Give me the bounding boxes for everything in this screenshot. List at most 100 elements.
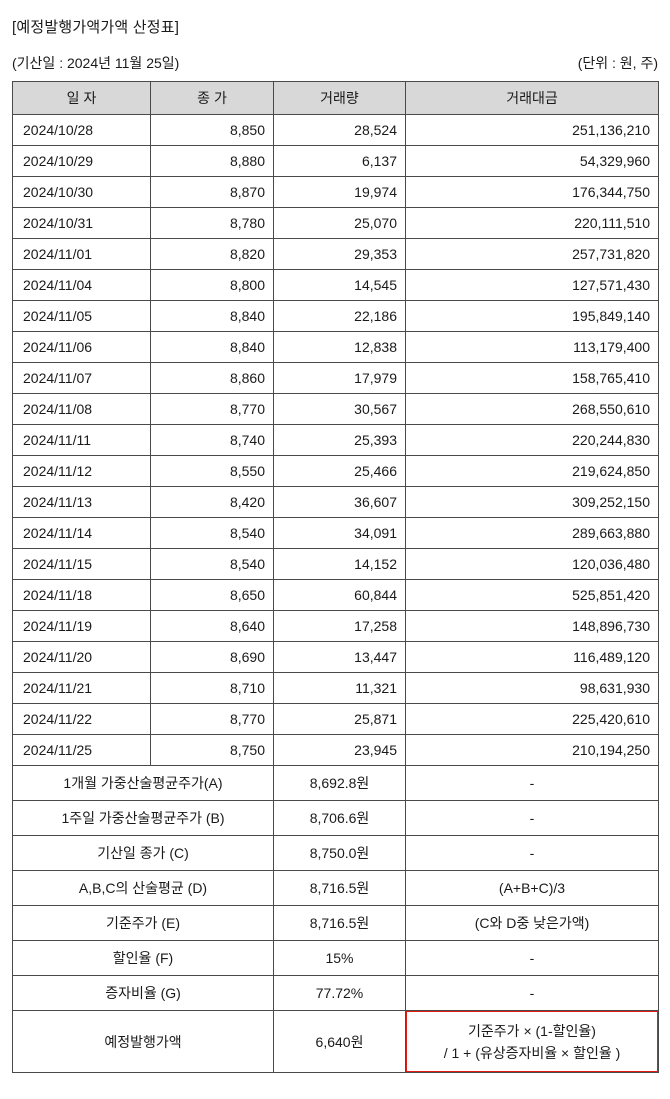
table-row: 2024/11/21 8,710 11,321 98,631,930 <box>12 672 659 704</box>
cell-trade-value: 98,631,930 <box>405 672 659 704</box>
summary-row: 1주일 가중산술평균주가 (B) 8,706.6원 - <box>12 800 659 836</box>
table-header-row: 일 자 종 가 거래량 거래대금 <box>12 81 659 115</box>
table-row: 2024/10/30 8,870 19,974 176,344,750 <box>12 176 659 208</box>
table-body: 2024/10/28 8,850 28,524 251,136,210 2024/10/… <box>12 114 659 1073</box>
cell-date: 2024/11/21 <box>12 672 151 704</box>
unit-label: (단위 : 원, 주) <box>577 55 658 71</box>
cell-date: 2024/11/19 <box>12 610 151 642</box>
cell-date: 2024/10/31 <box>12 207 151 239</box>
table-row: 2024/11/06 8,840 12,838 113,179,400 <box>12 331 659 363</box>
summary-note: - <box>405 975 659 1011</box>
summary-label: 예정발행가액 <box>12 1010 274 1073</box>
subtitle-row: (기산일 : 2024년 11월 25일) (단위 : 원, 주) <box>12 53 658 73</box>
summary-row: 예정발행가액 6,640원 기준주가 × (1-할인율) / 1 + (유상증자비율… <box>12 1010 659 1073</box>
cell-close-price: 8,540 <box>150 517 274 549</box>
summary-value: 8,750.0원 <box>273 835 406 871</box>
cell-date: 2024/11/04 <box>12 269 151 301</box>
table-row: 2024/11/08 8,770 30,567 268,550,610 <box>12 393 659 425</box>
cell-date: 2024/11/01 <box>12 238 151 270</box>
cell-trade-value: 251,136,210 <box>405 114 659 146</box>
cell-date: 2024/11/05 <box>12 300 151 332</box>
cell-volume: 25,070 <box>273 207 406 239</box>
cell-date: 2024/10/29 <box>12 145 151 177</box>
summary-note: (C와 D중 낮은가액) <box>405 905 659 941</box>
table-row: 2024/11/15 8,540 14,152 120,036,480 <box>12 548 659 580</box>
table-row: 2024/11/22 8,770 25,871 225,420,610 <box>12 703 659 735</box>
summary-note: 기준주가 × (1-할인율) / 1 + (유상증자비율 × 할인율 ) <box>405 1010 659 1073</box>
cell-close-price: 8,860 <box>150 362 274 394</box>
cell-trade-value: 54,329,960 <box>405 145 659 177</box>
summary-note: (A+B+C)/3 <box>405 870 659 906</box>
table-row: 2024/11/07 8,860 17,979 158,765,410 <box>12 362 659 394</box>
cell-date: 2024/11/08 <box>12 393 151 425</box>
cell-trade-value: 158,765,410 <box>405 362 659 394</box>
issue-price-calculation-table: 일 자 종 가 거래량 거래대금 2024/10/28 8,850 28,524 25… <box>12 81 659 1073</box>
cell-date: 2024/11/15 <box>12 548 151 580</box>
cell-close-price: 8,800 <box>150 269 274 301</box>
cell-trade-value: 225,420,610 <box>405 703 659 735</box>
table-row: 2024/10/29 8,880 6,137 54,329,960 <box>12 145 659 177</box>
cell-close-price: 8,820 <box>150 238 274 270</box>
summary-value: 77.72% <box>273 975 406 1011</box>
cell-date: 2024/11/14 <box>12 517 151 549</box>
cell-close-price: 8,550 <box>150 455 274 487</box>
cell-volume: 60,844 <box>273 579 406 611</box>
cell-date: 2024/11/11 <box>12 424 151 456</box>
cell-volume: 29,353 <box>273 238 406 270</box>
cell-trade-value: 257,731,820 <box>405 238 659 270</box>
cell-volume: 23,945 <box>273 734 406 766</box>
summary-row: A,B,C의 산술평균 (D) 8,716.5원 (A+B+C)/3 <box>12 870 659 906</box>
header-trade-value: 거래대금 <box>405 81 659 115</box>
cell-date: 2024/11/20 <box>12 641 151 673</box>
document-page: [예정발행가액가액 산정표] (기산일 : 2024년 11월 25일) (단위… <box>12 19 659 1073</box>
cell-volume: 25,466 <box>273 455 406 487</box>
summary-note: - <box>405 835 659 871</box>
cell-close-price: 8,650 <box>150 579 274 611</box>
table-row: 2024/11/11 8,740 25,393 220,244,830 <box>12 424 659 456</box>
cell-volume: 14,545 <box>273 269 406 301</box>
table-row: 2024/11/01 8,820 29,353 257,731,820 <box>12 238 659 270</box>
summary-note: - <box>405 765 659 801</box>
summary-label: A,B,C의 산술평균 (D) <box>12 870 274 906</box>
summary-value: 8,706.6원 <box>273 800 406 836</box>
table-row: 2024/11/13 8,420 36,607 309,252,150 <box>12 486 659 518</box>
cell-close-price: 8,850 <box>150 114 274 146</box>
cell-close-price: 8,540 <box>150 548 274 580</box>
cell-close-price: 8,840 <box>150 300 274 332</box>
summary-value: 6,640원 <box>273 1010 406 1073</box>
summary-note: - <box>405 940 659 976</box>
table-row: 2024/11/19 8,640 17,258 148,896,730 <box>12 610 659 642</box>
table-row: 2024/11/18 8,650 60,844 525,851,420 <box>12 579 659 611</box>
summary-row: 기준주가 (E) 8,716.5원 (C와 D중 낮은가액) <box>12 905 659 941</box>
cell-date: 2024/11/25 <box>12 734 151 766</box>
summary-label: 증자비율 (G) <box>12 975 274 1011</box>
cell-date: 2024/11/12 <box>12 455 151 487</box>
cell-close-price: 8,640 <box>150 610 274 642</box>
cell-trade-value: 148,896,730 <box>405 610 659 642</box>
table-row: 2024/11/04 8,800 14,545 127,571,430 <box>12 269 659 301</box>
cell-trade-value: 195,849,140 <box>405 300 659 332</box>
cell-date: 2024/10/28 <box>12 114 151 146</box>
cell-trade-value: 113,179,400 <box>405 331 659 363</box>
cell-volume: 36,607 <box>273 486 406 518</box>
cell-date: 2024/10/30 <box>12 176 151 208</box>
cell-trade-value: 220,111,510 <box>405 207 659 239</box>
cell-date: 2024/11/06 <box>12 331 151 363</box>
cell-trade-value: 127,571,430 <box>405 269 659 301</box>
summary-row: 1개월 가중산술평균주가(A) 8,692.8원 - <box>12 765 659 801</box>
summary-value: 8,716.5원 <box>273 870 406 906</box>
summary-value: 8,692.8원 <box>273 765 406 801</box>
cell-close-price: 8,880 <box>150 145 274 177</box>
summary-note: - <box>405 800 659 836</box>
summary-label: 1주일 가중산술평균주가 (B) <box>12 800 274 836</box>
table-row: 2024/11/20 8,690 13,447 116,489,120 <box>12 641 659 673</box>
table-row: 2024/11/14 8,540 34,091 289,663,880 <box>12 517 659 549</box>
cell-volume: 28,524 <box>273 114 406 146</box>
cell-date: 2024/11/13 <box>12 486 151 518</box>
cell-close-price: 8,770 <box>150 393 274 425</box>
cell-volume: 34,091 <box>273 517 406 549</box>
cell-trade-value: 210,194,250 <box>405 734 659 766</box>
cell-date: 2024/11/07 <box>12 362 151 394</box>
cell-close-price: 8,690 <box>150 641 274 673</box>
table-row: 2024/10/28 8,850 28,524 251,136,210 <box>12 114 659 146</box>
